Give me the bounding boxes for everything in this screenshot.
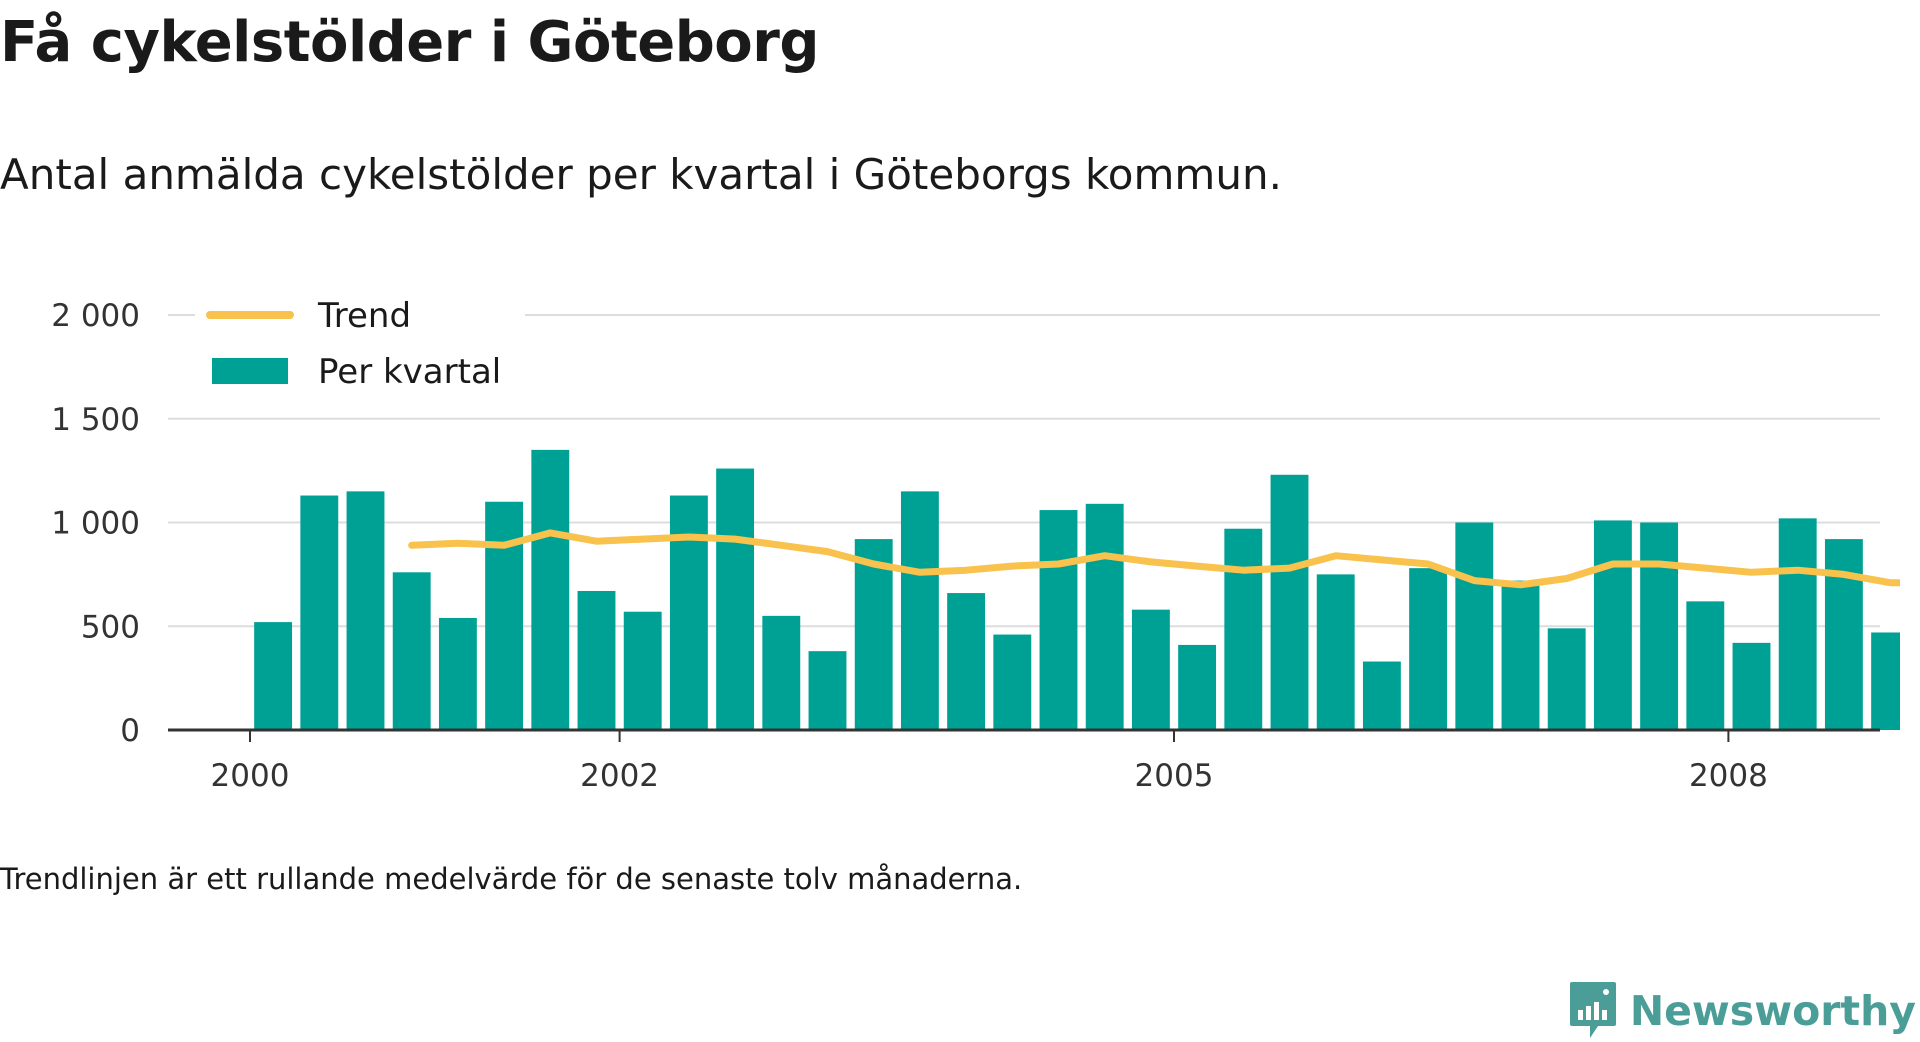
brand-name: Newsworthy [1629,987,1916,1035]
bar [993,634,1032,730]
bar [1547,628,1586,730]
bar [300,495,339,730]
bar [1409,568,1448,730]
bar [1824,539,1863,730]
bar [577,590,616,730]
bar [1178,644,1217,730]
y-tick-label: 0 [120,713,140,749]
y-tick-label: 1 000 [51,506,140,542]
y-tick-label: 2 000 [51,298,140,334]
x-tick-labels: 2000200220052008201120142017202020232025 [211,758,1768,790]
trend-line [408,529,1900,589]
legend-bar-label: Per kvartal [318,352,501,392]
bar [1501,580,1540,730]
bar [623,611,662,730]
bar [1732,642,1771,730]
bar [1316,574,1355,730]
bar [1224,528,1263,730]
bar [808,651,847,730]
trend-line-layer [408,529,1900,589]
bar [485,501,524,730]
x-axis [168,728,1880,742]
bar [1131,609,1170,730]
legend: Trend Per kvartal [195,296,525,392]
bar [716,468,755,730]
bars [254,449,1900,730]
x-tick-label: 2008 [1689,758,1768,790]
x-tick-label: 2002 [580,758,659,790]
bar [1455,522,1494,730]
bar [1085,503,1124,730]
chart-subtitle: Antal anmälda cykelstölder per kvartal i… [0,150,1282,199]
bar [1362,661,1401,730]
y-tick-label: 1 500 [51,402,140,438]
y-tick-label: 500 [81,609,140,645]
x-tick-label: 2005 [1135,758,1214,790]
bar [854,539,893,730]
bar [254,622,293,730]
bar [346,491,385,730]
y-tick-labels: 0 500 1 000 1 500 2 000 [51,298,140,749]
bar [1686,601,1725,730]
bar [1593,520,1632,730]
bar [762,615,801,730]
legend-bar-swatch [212,358,288,384]
bar [1871,632,1900,730]
bar [1039,510,1078,730]
bar [1270,474,1309,730]
footnote: Trendlinjen är ett rullande medelvärde f… [0,862,1023,896]
bar [669,495,708,730]
bar [1640,522,1679,730]
bar [900,491,939,730]
bar [438,617,477,730]
newsworthy-icon [1569,982,1616,1038]
legend-trend-label: Trend [317,296,411,336]
bar [392,572,431,730]
bar [947,593,986,730]
bar [531,449,570,730]
x-tick-label: 2000 [211,758,290,790]
chart-title: Få cykelstölder i Göteborg [0,10,819,75]
bar [1778,518,1817,730]
brand-logo: Newsworthy [1568,980,1916,1042]
